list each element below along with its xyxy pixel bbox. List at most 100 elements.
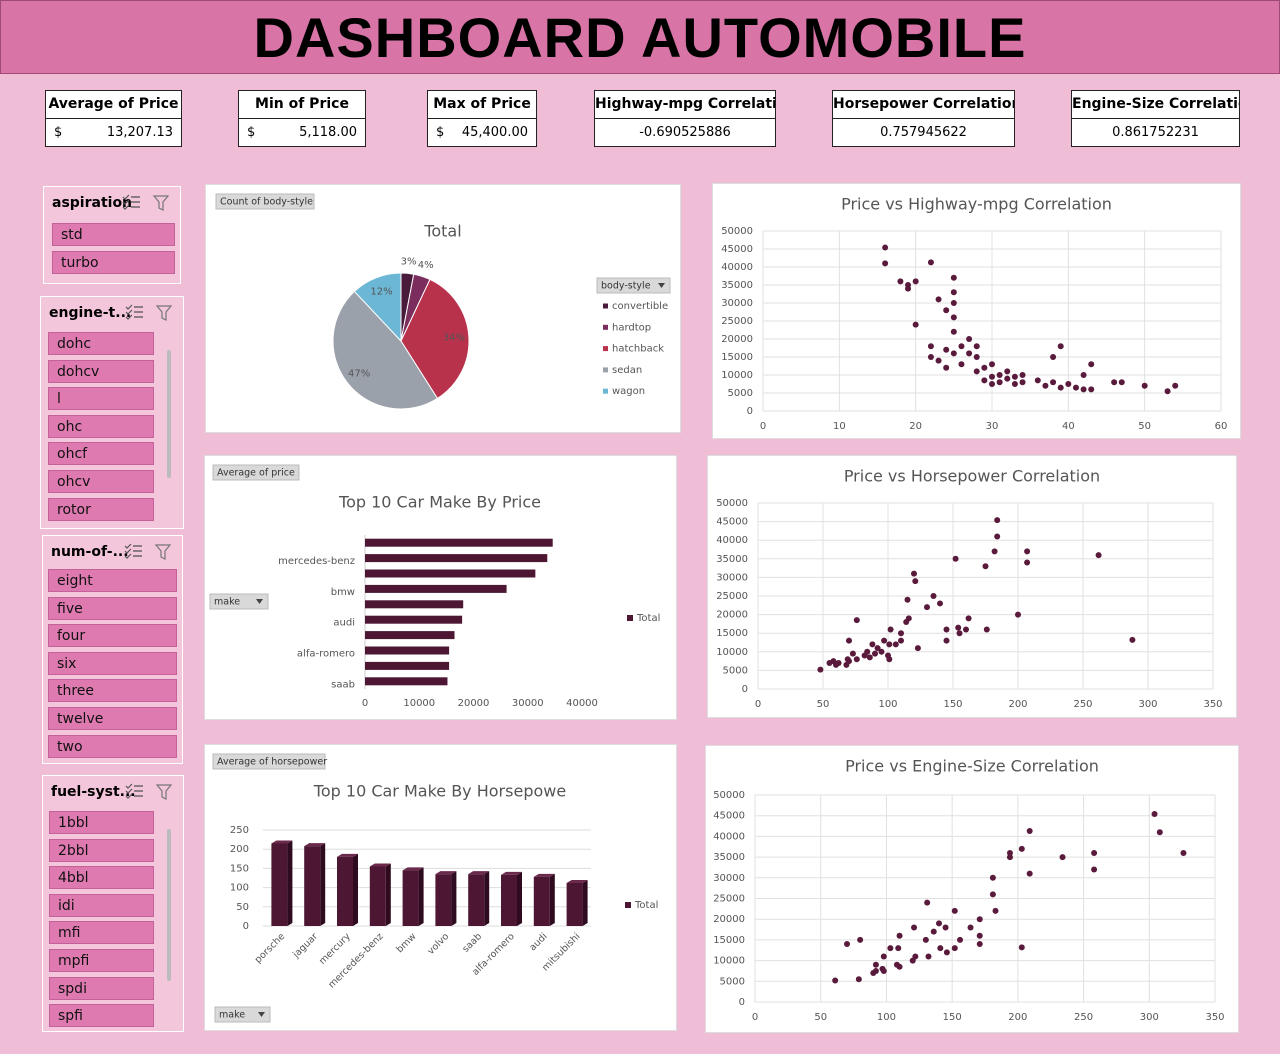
y-tick-label: 35000 (713, 852, 745, 863)
bar (365, 661, 450, 670)
kpi-value: -0.690525886 (639, 125, 731, 140)
x-tick-label: porsche (253, 931, 288, 966)
x-tick-label: 250 (1074, 1012, 1093, 1023)
kpi-card: Average of Price $13,207.13 (45, 90, 182, 147)
scatter-point (880, 953, 887, 960)
scatter-point (880, 967, 887, 974)
scatter-point (935, 296, 942, 303)
y-tick-label: 30000 (721, 298, 753, 309)
y-tick-label: 50000 (716, 498, 748, 509)
kpi-label: Horsepower Correlation (833, 91, 1014, 119)
y-tick-label: 50 (236, 902, 249, 913)
bar (365, 584, 507, 593)
scatter-point (887, 945, 894, 952)
slicer-item[interactable]: dohcv (48, 359, 154, 383)
chart-title: Price vs Highway-mpg Correlation (841, 195, 1112, 214)
scatter-point (882, 260, 889, 267)
bar-side (287, 840, 293, 926)
chart: Price vs Highway-mpg Correlation05000100… (721, 195, 1227, 433)
scatter-point (1088, 361, 1095, 368)
scatter-point (1111, 379, 1118, 386)
slicer-item[interactable]: ohcf (48, 442, 154, 466)
scatter-point (911, 924, 918, 931)
legend-label: Total (636, 613, 660, 624)
slicer-item[interactable]: idi (49, 893, 154, 917)
scatter-point (976, 932, 983, 939)
y-tick-label: 100 (230, 883, 249, 894)
y-tick-label: 10000 (716, 647, 748, 658)
legend-swatch (603, 388, 608, 394)
scatter-point (989, 361, 995, 368)
bar (365, 646, 450, 655)
scatter-point (1011, 381, 1018, 387)
slicer-item[interactable]: 2bbl (49, 838, 154, 862)
scatter-point (1004, 368, 1011, 375)
x-tick-label: 350 (1203, 699, 1222, 710)
slicer-item[interactable]: ohcv (48, 470, 154, 493)
scatter-point (976, 941, 983, 948)
scatter-point (930, 928, 937, 935)
x-tick-label: 150 (943, 1012, 962, 1023)
x-tick-label: 40 (1062, 421, 1075, 432)
slicer-item[interactable]: six (48, 651, 177, 675)
y-tick-label: 15000 (721, 352, 753, 363)
slicer-item[interactable]: mpfi (49, 949, 154, 972)
slicer-icons (122, 194, 170, 211)
x-tick-label: 300 (1138, 699, 1157, 710)
field-button-label: make (219, 1010, 245, 1021)
check-icon (122, 199, 130, 205)
y-tick-label: 40000 (721, 262, 753, 273)
slicer-item[interactable]: 1bbl (49, 811, 154, 834)
scatter-point (927, 354, 934, 360)
scatter-point (991, 548, 998, 555)
bar-top (566, 879, 588, 883)
bar (365, 631, 455, 640)
slicer-item[interactable]: rotor (48, 497, 154, 521)
scatter-point (981, 377, 988, 384)
scatter-point (973, 343, 980, 350)
slicer-item[interactable]: dohc (48, 332, 154, 355)
pie-slice (400, 278, 470, 400)
slicer-item[interactable]: mfi (49, 921, 154, 945)
y-tick-label: 20000 (713, 914, 745, 925)
slicer-item[interactable]: three (48, 679, 177, 703)
slicer-item[interactable]: two (48, 734, 177, 758)
slicer-item[interactable]: four (48, 624, 177, 648)
scatter-point (905, 285, 912, 292)
bar (365, 569, 536, 578)
slicer-item[interactable]: spdi (49, 976, 154, 1000)
slicer-item[interactable]: ohc (48, 414, 154, 438)
x-tick-label: 50 (814, 1012, 827, 1023)
x-tick-label: 10 (833, 421, 846, 432)
scatter-point (950, 350, 957, 357)
x-tick-label: 150 (943, 699, 962, 710)
y-tick-label: 5000 (720, 976, 745, 987)
slicer-item[interactable]: eight (48, 569, 177, 592)
y-tick-label: 25000 (721, 316, 753, 327)
legend-label: hatchback (612, 344, 664, 355)
bar-side (385, 863, 391, 926)
bar (365, 600, 464, 609)
slicer-item[interactable]: l (48, 387, 154, 411)
slicer-item[interactable]: std (52, 223, 175, 246)
bar-top (402, 867, 424, 871)
field-button (212, 753, 326, 770)
scatter-point (1141, 382, 1148, 389)
slicer-item[interactable]: spfi (49, 1004, 154, 1028)
slicer-item[interactable]: turbo (52, 250, 175, 274)
scatter-point (872, 961, 879, 968)
slicer-item[interactable]: twelve (48, 707, 177, 730)
bar (365, 615, 463, 624)
legend-label: wagon (612, 386, 645, 397)
scatter-point (897, 278, 904, 285)
kpi-currency: $ (54, 125, 63, 140)
check-icon (124, 543, 132, 549)
x-tick-label: 30000 (512, 698, 544, 709)
y-tick-label: 30000 (716, 572, 748, 583)
x-tick-label: 30 (986, 421, 999, 432)
slicer-item[interactable]: 4bbl (49, 866, 154, 890)
slicer-item[interactable]: five (48, 596, 177, 620)
y-tick-label: 0 (742, 684, 748, 695)
scatter-point (950, 274, 957, 281)
